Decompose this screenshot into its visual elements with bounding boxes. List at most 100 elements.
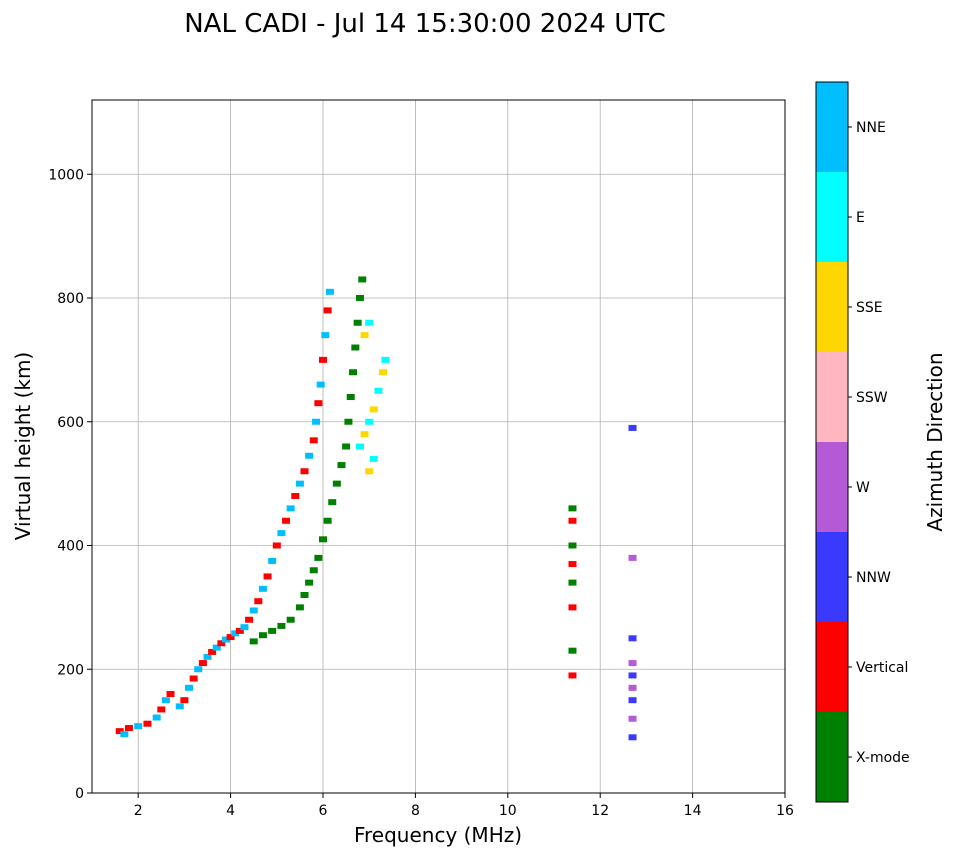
y-tick-label: 0 [75, 786, 84, 802]
data-point [365, 319, 374, 326]
data-point [134, 723, 143, 730]
data-point [194, 666, 203, 673]
colorbar-label-nnw: NNW [856, 570, 891, 586]
data-point [291, 493, 300, 499]
colorbar-swatch-w [816, 442, 848, 532]
data-point [198, 660, 207, 667]
data-point [295, 604, 304, 611]
series-4 [628, 424, 637, 741]
data-point [286, 505, 295, 512]
x-tick-label: 16 [776, 803, 794, 819]
data-point [115, 728, 124, 735]
data-point [249, 638, 258, 645]
data-point [166, 691, 175, 697]
data-point [180, 697, 189, 704]
colorbar-swatch-vertical [816, 622, 848, 712]
data-point [355, 443, 364, 450]
series-0 [115, 288, 334, 738]
data-point [319, 536, 327, 543]
plot-area: 2 4 6 8 10 12 14 16 0 200 400 600 800 1000 [48, 99, 794, 819]
colorbar-label: Azimuth Direction [923, 352, 947, 531]
data-point [249, 607, 258, 614]
data-point [208, 648, 217, 655]
data-point [568, 604, 577, 611]
data-point [568, 505, 577, 512]
data-point [360, 431, 369, 438]
data-point [374, 387, 383, 394]
plot-frame [91, 99, 786, 794]
series-3 [568, 505, 577, 679]
data-point [143, 720, 152, 727]
data-point [568, 672, 577, 679]
data-point [295, 480, 304, 487]
data-point [235, 627, 244, 634]
data-point [323, 517, 332, 524]
data-point [124, 725, 133, 732]
x-tick-label: 2 [134, 803, 143, 819]
data-point [309, 437, 318, 444]
data-point [277, 530, 286, 537]
data-point [226, 634, 235, 641]
y-tick-label: 1000 [48, 167, 84, 183]
data-point [161, 697, 170, 704]
colorbar-label-nne: NNE [856, 120, 886, 136]
data-point [263, 573, 272, 580]
x-tick-label: 6 [319, 803, 328, 819]
colorbar-swatch-e [816, 172, 848, 262]
colorbar-swatch-ssw [816, 352, 848, 442]
data-point [360, 332, 369, 339]
data-point [369, 406, 378, 413]
data-point [221, 636, 230, 643]
data-point [300, 592, 309, 598]
y-axis-label: Virtual height (km) [11, 352, 35, 541]
data-point [240, 624, 249, 631]
data-point [381, 356, 390, 363]
data-point [353, 319, 362, 326]
data-point [344, 418, 353, 425]
data-point [277, 622, 286, 629]
chart-title: NAL CADI - Jul 14 15:30:00 2024 UTC [184, 9, 666, 39]
data-point [628, 684, 637, 691]
data-point [628, 554, 637, 561]
x-axis-label: Frequency (MHz) [354, 823, 522, 847]
data-point [342, 443, 351, 450]
data-point [254, 598, 263, 605]
x-tick-label: 8 [411, 803, 420, 819]
data-point [185, 684, 194, 691]
colorbar-label-vertical: Vertical [856, 660, 908, 676]
data-point [316, 381, 325, 388]
data-point [358, 276, 367, 283]
data-point [212, 644, 221, 651]
data-point [314, 400, 323, 407]
data-point [300, 468, 309, 475]
colorbar-label-w: W [856, 480, 870, 496]
data-point [628, 635, 637, 642]
data-point [189, 675, 198, 682]
colorbar-legend: X-mode Vertical NNW W SSW SSE E NNE [815, 81, 910, 803]
data-point [568, 561, 577, 568]
x-tick-label: 4 [226, 803, 235, 819]
data-point [628, 697, 637, 704]
data-point [628, 715, 637, 722]
data-point [325, 288, 334, 295]
data-point [286, 616, 295, 623]
data-point [349, 369, 358, 376]
data-point [346, 394, 355, 400]
data-point [272, 542, 281, 549]
data-point [305, 579, 314, 586]
data-point [337, 462, 346, 469]
data-point [365, 418, 374, 425]
colorbar-label-sse: SSE [856, 300, 883, 316]
data-point [314, 554, 323, 561]
data-point [231, 630, 240, 637]
data-point [268, 557, 277, 564]
y-tick-label: 200 [57, 662, 84, 678]
y-tick-label: 600 [57, 415, 84, 431]
data-point [628, 424, 637, 431]
data-point [332, 480, 341, 487]
data-point [323, 307, 332, 314]
data-point [217, 640, 226, 647]
data-point [258, 585, 267, 592]
data-point [568, 517, 577, 524]
